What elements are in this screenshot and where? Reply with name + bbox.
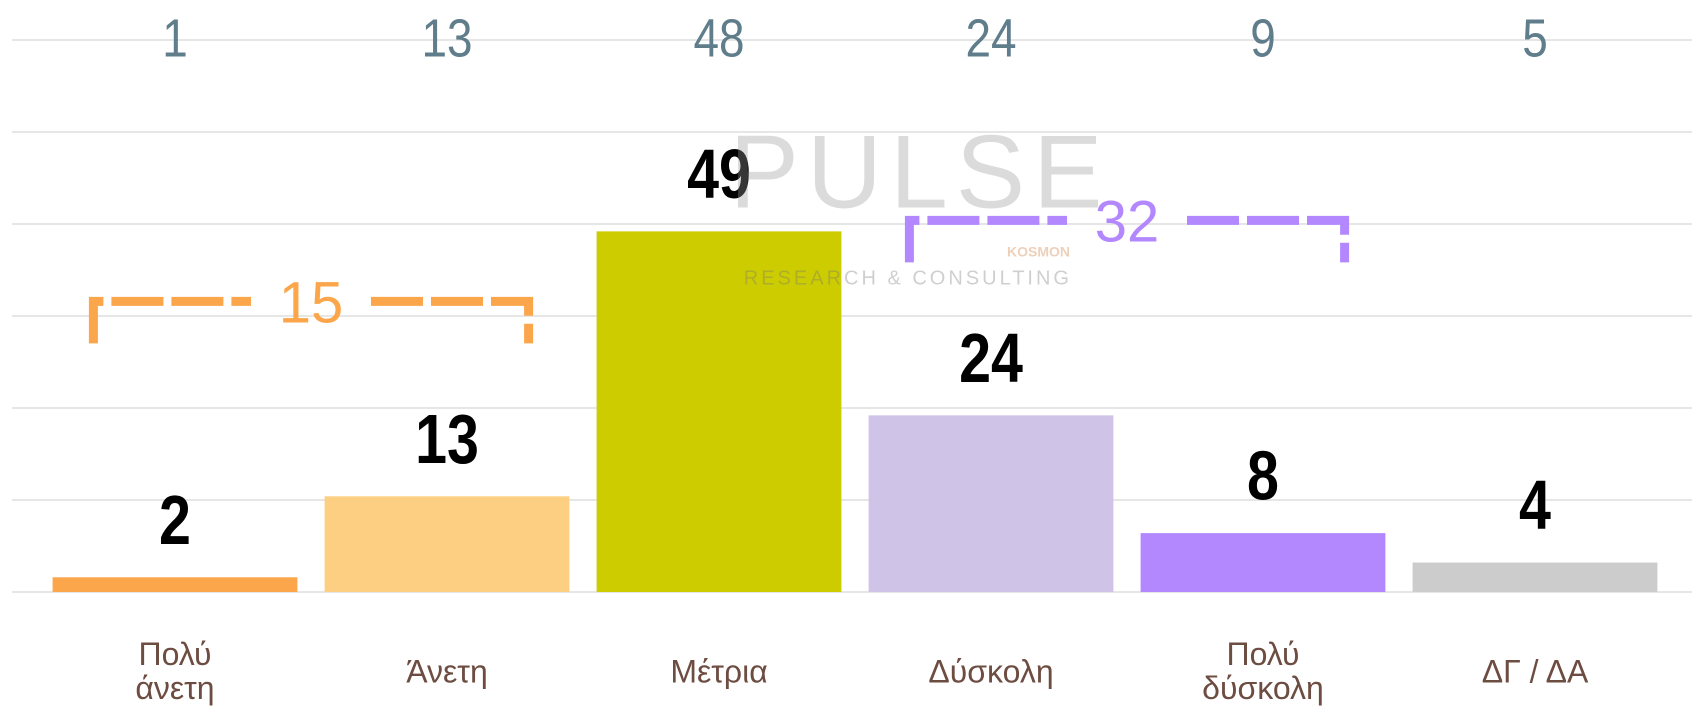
value-label: 49 — [687, 134, 751, 213]
group-label: 32 — [1095, 190, 1160, 255]
previous-value: 5 — [1522, 8, 1548, 68]
x-tick-label: Άνετη — [406, 653, 487, 689]
watermark-sub: KOSMON — [1007, 244, 1070, 260]
group-bracket — [88, 296, 534, 344]
value-label: 4 — [1519, 466, 1551, 545]
x-tick-label: Πολύ δύσκολη — [1202, 636, 1324, 706]
previous-value: 24 — [965, 8, 1016, 68]
bar — [868, 415, 1114, 592]
watermark-tagline: RESEARCH & CONSULTING — [744, 267, 1072, 289]
value-label: 2 — [159, 480, 191, 559]
x-tick-label: Μέτρια — [670, 653, 767, 689]
x-tick-label: Πολύ άνετη — [135, 636, 214, 706]
bar — [1412, 562, 1658, 592]
previous-value: 9 — [1250, 8, 1276, 68]
bar — [1140, 533, 1386, 592]
x-tick-label: Δύσκολη — [928, 653, 1053, 689]
bar — [52, 577, 298, 592]
value-label: 13 — [415, 399, 479, 478]
x-tick-label: ΔΓ / ΔΑ — [1482, 653, 1589, 689]
watermark: PULSE KOSMON RESEARCH & CONSULTING — [729, 114, 1110, 289]
group-bracket — [904, 215, 1350, 263]
watermark-name: PULSE — [729, 114, 1110, 230]
previous-value: 1 — [162, 8, 188, 68]
value-label: 24 — [959, 318, 1023, 397]
bar — [596, 231, 842, 593]
previous-value: 48 — [693, 8, 744, 68]
group-label: 15 — [279, 271, 344, 336]
previous-value: 13 — [421, 8, 472, 68]
value-label: 8 — [1247, 436, 1279, 515]
bar — [324, 496, 570, 592]
